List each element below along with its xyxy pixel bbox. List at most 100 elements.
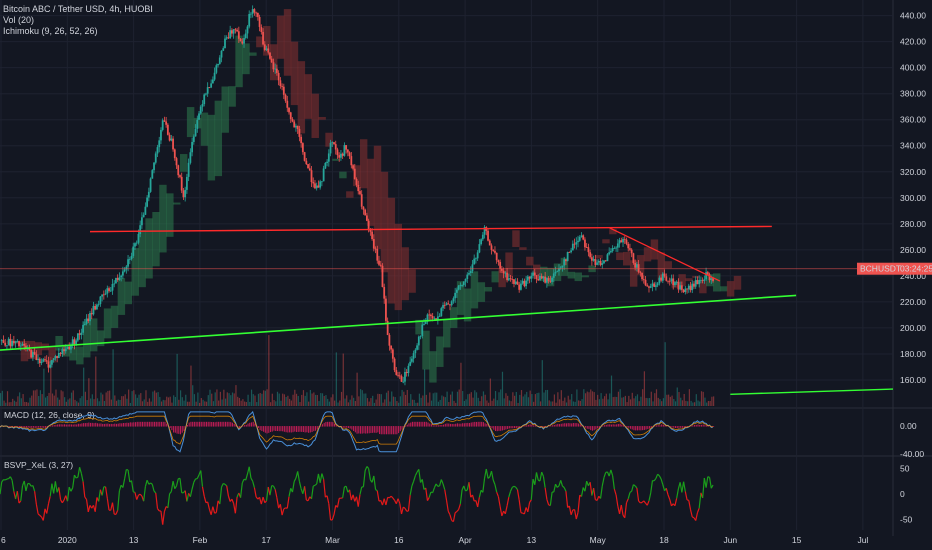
kumo-segment [34, 342, 43, 356]
volume-bar [115, 400, 118, 406]
macd-histogram-bar [493, 426, 495, 430]
macd-histogram-bar [19, 426, 21, 428]
kumo-segment [422, 330, 430, 370]
volume-bar [567, 395, 569, 406]
bsvp-line-segment [101, 486, 105, 496]
bsvp-line-segment [345, 486, 349, 493]
volume-bar [1, 390, 3, 406]
bsvp-line-segment [568, 505, 572, 515]
candle-body [307, 164, 309, 169]
candle-body [691, 283, 694, 291]
macd-histogram-bar [145, 421, 147, 427]
volume-bar [597, 394, 599, 406]
candle-body [172, 138, 174, 150]
bsvp-line-segment [210, 506, 214, 515]
volume-bar [425, 394, 427, 406]
candle-body [270, 58, 273, 63]
candle-body [559, 267, 562, 269]
kumo-segment [629, 260, 638, 287]
bsvp-line-segment [118, 485, 122, 491]
candle-body [118, 277, 121, 280]
candle-body [198, 113, 200, 120]
volume-bar [20, 398, 22, 406]
bsvp-line-segment [138, 493, 141, 496]
kumo-segment [83, 321, 91, 358]
macd-histogram-bar [179, 426, 182, 435]
macd-histogram-bar [41, 426, 43, 428]
candle-body [340, 153, 342, 158]
volume-bar [79, 398, 81, 406]
macd-histogram-bar [254, 423, 256, 427]
candle-body [352, 165, 354, 169]
candle-body [177, 165, 180, 176]
volume-legend[interactable]: Vol (20) [3, 15, 35, 25]
macd-histogram-bar [297, 426, 299, 432]
macd-histogram-bar [475, 421, 478, 427]
macd-zero-label: 0.00 [900, 421, 917, 431]
bsvp-line-segment [390, 495, 394, 499]
volume-bar [709, 400, 711, 406]
macd-histogram-bar [375, 426, 377, 433]
bsvp-line-segment [72, 474, 76, 488]
candle-body [499, 262, 502, 269]
candle-body [644, 279, 647, 286]
volume-bar [285, 396, 287, 406]
ichimoku-legend[interactable]: Ichimoku (9, 26, 52, 26) [3, 26, 98, 36]
volume-bar [455, 402, 457, 406]
macd-histogram-bar [578, 423, 580, 427]
candle-body [487, 230, 489, 241]
candle-body [326, 161, 328, 164]
macd-histogram-bar [285, 426, 287, 433]
candle-body [322, 168, 325, 182]
volume-bar [380, 394, 382, 406]
candle-body [670, 278, 673, 282]
candle-body [38, 358, 41, 364]
chart-title[interactable]: Bitcoin ABC / Tether USD, 4h, HUOBI [3, 4, 153, 14]
volume-bar [126, 398, 128, 406]
volume-bar [5, 402, 7, 406]
volume-bar [117, 399, 119, 406]
volume-bar [446, 391, 448, 406]
candle-body [679, 285, 682, 290]
kumo-segment [318, 116, 326, 120]
macd-histogram-bar [359, 426, 362, 434]
volume-bar [697, 400, 699, 406]
bsvp-line-segment [601, 477, 605, 487]
candle-body [457, 285, 460, 290]
bsvp-line-segment [288, 488, 292, 497]
volume-bar [205, 401, 208, 406]
kumo-segment [297, 61, 306, 134]
macd-histogram-bar [479, 421, 481, 427]
bsvp-line-segment [307, 496, 311, 502]
kumo-segment [110, 305, 119, 328]
macd-histogram-bar [437, 425, 439, 427]
kumo-segment [207, 114, 216, 181]
bsvp-line-segment [253, 487, 257, 497]
bsvp-line-segment [710, 484, 714, 489]
candle-body [700, 279, 702, 281]
volume-bar [591, 391, 594, 406]
bsvp-line-segment [115, 510, 119, 515]
macd-histogram-bar [685, 426, 687, 428]
macd-histogram-bar [110, 423, 112, 427]
volume-bar [527, 397, 530, 406]
bsvp-line-segment [359, 486, 363, 495]
bsvp-line-segment [625, 498, 629, 504]
macd-histogram-bar [332, 422, 334, 427]
macd-histogram-bar [481, 421, 483, 427]
volume-bar [595, 399, 597, 406]
macd-histogram-bar [171, 426, 173, 431]
candle-body [514, 281, 517, 284]
macd-histogram-bar [636, 426, 638, 431]
candle-body [232, 29, 235, 34]
bsvp-line-segment [375, 489, 378, 492]
volume-bar [148, 398, 151, 406]
candle-body [291, 119, 294, 122]
candle-body [603, 260, 605, 264]
bsvp-line-segment [220, 483, 224, 488]
volume-bar [578, 400, 580, 406]
volume-bar [451, 391, 453, 406]
volume-bar [536, 392, 538, 406]
volume-bar [489, 378, 491, 406]
